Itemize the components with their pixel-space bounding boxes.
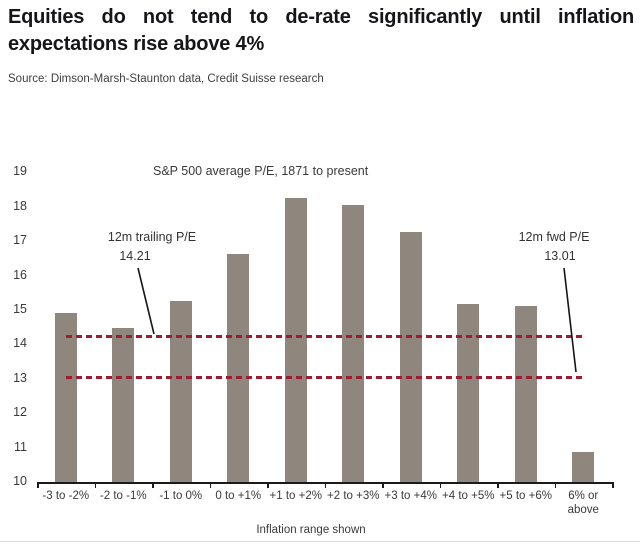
page-title-line1: Equities do not tend to de-rate signific… [8,6,634,28]
reference-line-trailing-pe [66,335,582,339]
chart-bar [399,232,422,483]
y-axis-tick-label: 12 [13,405,27,420]
reference-line-fwd-pe [66,376,582,380]
x-axis-tick [94,481,96,488]
x-axis-tick [497,481,499,488]
y-axis-tick-label: 14 [13,336,27,351]
x-axis-tick-label: -3 to -2% [42,490,90,502]
x-axis-tick-label: 0 to +1% [215,490,262,502]
x-axis-tick-label: +4 to +5% [442,490,495,502]
y-axis-tick-label: 11 [14,439,27,454]
chart-bar [572,452,595,483]
x-axis-tick-label: +1 to +2% [269,490,322,502]
x-axis-tick-label: +2 to +3% [327,490,380,502]
x-axis-title: Inflation range shown [256,524,366,536]
chart-title: S&P 500 average P/E, 1871 to present [153,164,369,178]
source-note: Source: Dimson-Marsh-Staunton data, Cred… [8,73,324,85]
annotation-fwd-pe-value: 13.01 [544,249,576,263]
annotation-trailing-pe-label: 12m trailing P/E [107,230,197,244]
chart-bar [457,304,480,483]
chart-bar [342,204,365,483]
y-axis-tick-label: 13 [13,370,27,385]
x-axis-tick [152,481,154,488]
y-axis-tick-label: 19 [13,164,27,179]
page-title: Equities do not tend to de-rate signific… [8,4,634,58]
annotation-fwd-pe-label: 12m fwd P/E [518,230,590,244]
x-axis-tick-label: 6% or above [567,490,599,516]
bottom-divider [0,541,640,542]
x-axis-tick-label: +3 to +4% [384,490,437,502]
chart-bar [169,300,192,483]
x-axis-tick [612,481,614,488]
trailing-pe-pointer-line [137,267,155,335]
page-title-line2: expectations rise above 4% [8,33,265,55]
y-axis-tick-label: 17 [13,233,27,248]
y-axis-tick-label: 10 [13,474,27,488]
x-axis-tick [209,481,211,488]
y-axis-tick-label: 16 [13,267,27,282]
x-axis-tick [37,481,39,488]
annotation-trailing-pe-value: 14.21 [119,249,151,263]
y-axis-tick-label: 15 [13,302,27,316]
fwd-pe-pointer-line [563,267,577,373]
chart-bar [54,312,77,483]
x-axis-tick [267,481,269,488]
x-axis-tick [439,481,441,488]
chart-bar [112,328,135,483]
y-axis-tick-label: 18 [13,198,27,213]
x-axis-tick-label: +5 to +6% [499,490,552,502]
chart-bar [284,197,307,483]
x-axis-tick [324,481,326,488]
chart-bar [514,306,537,483]
x-axis-tick-label: -1 to 0% [159,490,203,502]
chart-bar [227,254,250,483]
x-axis-tick [554,481,556,488]
x-axis-tick-label: -2 to -1% [99,490,147,502]
x-axis-tick [382,481,384,488]
